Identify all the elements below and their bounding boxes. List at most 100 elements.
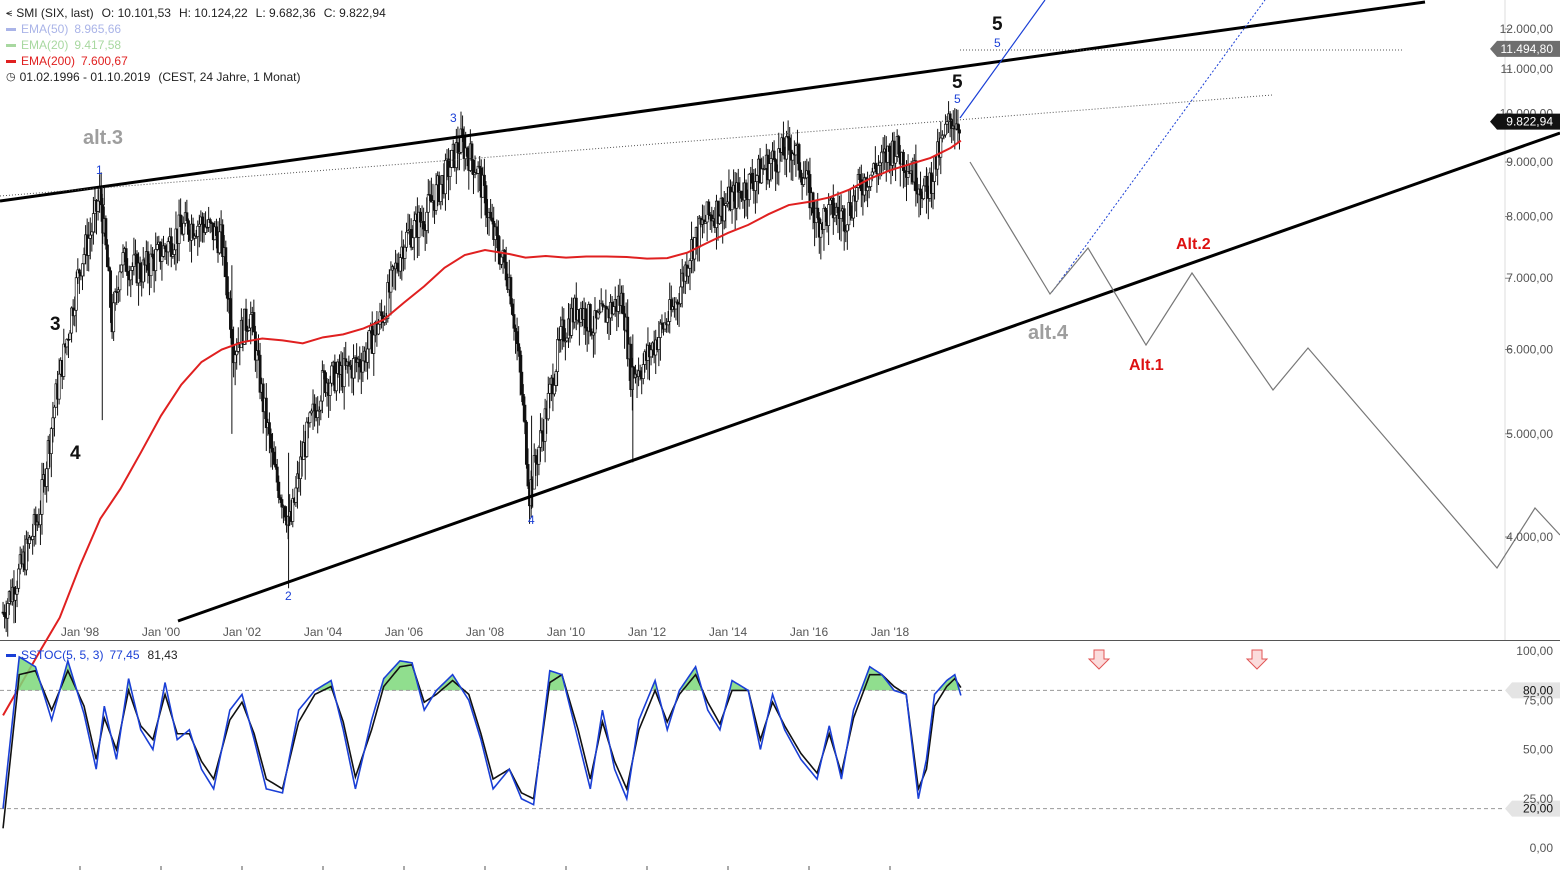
candle-body (845, 224, 849, 232)
candle-body (15, 587, 19, 595)
candle-body (679, 286, 683, 305)
alt-projection-dotted (1051, 0, 1266, 293)
candle-body (892, 140, 896, 164)
candle-body (398, 257, 402, 272)
price-marker-badge (1490, 40, 1560, 57)
candle-body (521, 393, 525, 406)
candle-body (824, 207, 827, 212)
stoch-d-line (2, 663, 962, 829)
chart-type-icon: ⪪ (6, 7, 13, 19)
candle-body (443, 159, 447, 195)
ema50-row: EMA(50) 8.965,66 (6, 21, 386, 37)
candle-body (77, 269, 81, 274)
ema50-label: EMA(50) (21, 22, 69, 36)
label-wave5-black-top: 5 (992, 14, 1003, 35)
candle-body (294, 487, 298, 503)
label-wave1-blue: 1 (96, 163, 103, 177)
candle-body (57, 373, 61, 400)
candle-body (554, 371, 558, 386)
candle-body (750, 172, 754, 184)
candle-body (182, 222, 186, 235)
candle-body (82, 254, 86, 265)
candle-body (283, 506, 287, 518)
candle-body (305, 421, 309, 457)
candle-body (62, 343, 66, 377)
candle-body (716, 200, 720, 224)
ema200-swatch (6, 59, 16, 63)
candle-body (901, 152, 905, 171)
candle-body (132, 254, 136, 267)
y-tick-label: 5.000,00 (1506, 427, 1553, 441)
candle-body (313, 403, 317, 411)
candle-body (833, 214, 837, 219)
candle-body (739, 190, 743, 199)
candle-body (218, 231, 222, 254)
candle-body (848, 202, 852, 216)
candle-body (873, 163, 877, 169)
candle-body (855, 187, 859, 202)
ema20-value: 9.417,58 (74, 38, 122, 52)
candle-body (859, 179, 863, 192)
price-marker-label: 9.822,94 (1506, 115, 1553, 129)
candle-body (163, 245, 167, 250)
stoch-swatch (6, 653, 16, 657)
clock-icon: ◷ (6, 71, 16, 83)
candle-body (272, 451, 276, 465)
candle-body (412, 220, 416, 239)
candle-body (931, 181, 935, 194)
ema200-value: 7.600,67 (81, 54, 128, 68)
stoch-y-label: 25,00 (1523, 792, 1553, 806)
candle-body (827, 204, 831, 226)
candle-body (299, 456, 303, 479)
candle-body (794, 145, 798, 156)
candle-body (512, 314, 516, 329)
candle-body (744, 182, 748, 199)
x-tick-label: Jan '04 (304, 625, 343, 639)
stoch-y-label: 0,00 (1530, 841, 1554, 855)
candle-body (367, 330, 371, 350)
label-wave4-black: 4 (70, 443, 81, 464)
candle-body (352, 358, 355, 379)
candle-body (559, 326, 563, 340)
ema20-row: EMA(20) 9.417,58 (6, 37, 386, 53)
candle-body (688, 260, 692, 269)
symbol-label: SMI (SIX, last) (16, 6, 94, 20)
x-tick-label: Jan '16 (790, 625, 829, 639)
candle-body (666, 321, 670, 326)
candle-body (465, 147, 469, 157)
candle-body (88, 234, 92, 239)
candle-body (208, 219, 212, 223)
candle-body (945, 121, 949, 125)
candle-body (186, 220, 190, 235)
label-wave2-blue: 2 (285, 589, 292, 603)
stoch-level-badge (1505, 800, 1560, 817)
ema20-label: EMA(20) (21, 38, 69, 52)
range-info: (CEST, 24 Jahre, 1 Monat) (158, 70, 301, 84)
label-wave4-blue: 4 (528, 513, 535, 527)
upper-trendline (0, 0, 1426, 203)
y-tick-label: 8.000,00 (1506, 209, 1553, 223)
label-alt1: Alt.1 (1129, 357, 1164, 374)
candle-body (495, 226, 499, 236)
candle-body (944, 123, 947, 136)
candle-body (755, 175, 759, 183)
candle-body (81, 263, 84, 277)
candle-body (149, 253, 153, 277)
candle-body (638, 370, 642, 377)
x-tick-label: Jan '00 (142, 625, 181, 639)
candle-body (839, 210, 843, 219)
candle-body (380, 311, 384, 317)
x-tick-label: Jan '06 (385, 625, 424, 639)
candle-body (526, 464, 530, 487)
candle-body (520, 371, 524, 395)
x-tick-label: Jan '08 (466, 625, 505, 639)
candle-body (774, 159, 778, 172)
candle-body (658, 322, 662, 338)
candle-body (574, 297, 578, 321)
candle-body (919, 188, 922, 196)
candle-body (386, 282, 390, 319)
candle-body (146, 251, 150, 271)
candle-body (67, 338, 70, 341)
stoch-level-lines: 80,00 20,00 (0, 682, 1560, 817)
